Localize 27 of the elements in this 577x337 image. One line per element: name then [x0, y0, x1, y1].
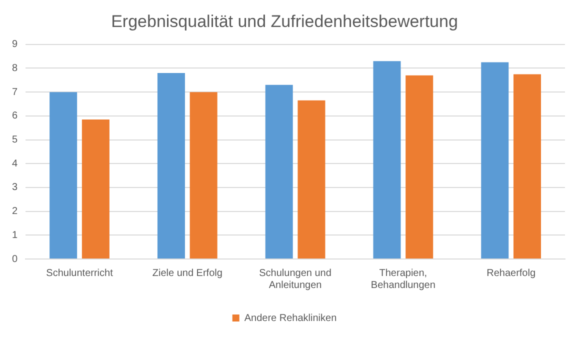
y-tick-label: 5	[12, 134, 18, 146]
y-tick-label: 4	[12, 158, 18, 170]
x-tick-label: Schulunterricht	[46, 268, 114, 279]
y-tick-label: 3	[12, 182, 18, 194]
y-tick-label: 0	[12, 254, 18, 265]
y-tick-label: 1	[12, 230, 18, 241]
y-tick-label: 2	[12, 206, 18, 218]
y-tick-label: 6	[12, 110, 18, 122]
bar	[481, 62, 509, 258]
bar	[298, 100, 326, 258]
y-tick-label: 9	[12, 39, 18, 50]
y-tick-label: 7	[12, 86, 18, 98]
bar	[82, 120, 110, 258]
x-tick-label: Schulungen und Anleitungen	[259, 268, 332, 291]
chart-title: Ergebnisqualität und Zufriedenheitsbewertung	[111, 12, 458, 31]
y-tick-label: 8	[12, 62, 18, 74]
bar	[265, 84, 293, 258]
bar	[157, 73, 185, 258]
bar	[373, 61, 401, 258]
bar	[50, 92, 78, 258]
x-tick-label: Therapien, Behandlungen	[370, 268, 436, 291]
bar	[513, 74, 541, 258]
legend-label: Andere Rehakliniken	[244, 312, 337, 324]
x-tick-label: Rehaerfolg	[486, 268, 536, 279]
bar	[406, 75, 434, 258]
bar	[190, 92, 218, 258]
x-tick-label: Ziele und Erfolg	[152, 268, 222, 279]
